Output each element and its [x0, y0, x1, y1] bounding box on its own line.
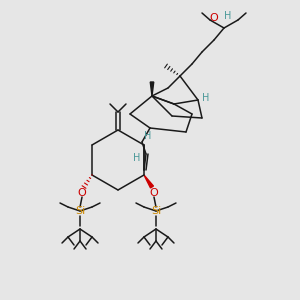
- Text: Si: Si: [151, 206, 161, 216]
- Text: O: O: [210, 13, 218, 23]
- Text: H: H: [224, 11, 232, 21]
- Text: H: H: [202, 93, 210, 103]
- Text: H: H: [133, 153, 141, 163]
- Text: H: H: [144, 131, 152, 141]
- Text: O: O: [78, 188, 86, 198]
- Text: O: O: [150, 188, 158, 198]
- Text: Si: Si: [75, 206, 85, 216]
- Polygon shape: [150, 82, 154, 96]
- Polygon shape: [144, 175, 153, 188]
